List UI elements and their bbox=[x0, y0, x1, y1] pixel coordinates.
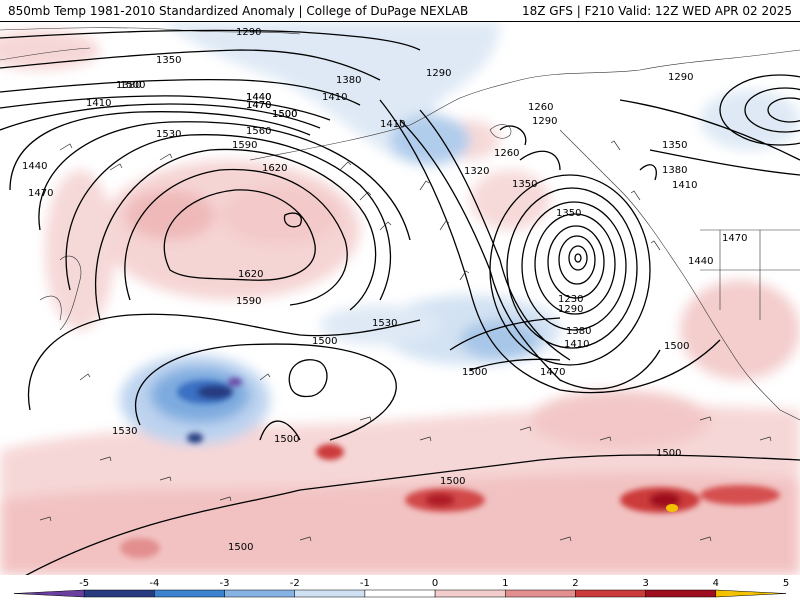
contour-label: 1440 bbox=[246, 92, 271, 103]
anomaly-shading bbox=[0, 22, 800, 575]
contour-label: 1290 bbox=[668, 72, 693, 83]
contour-label: 1350 bbox=[662, 140, 687, 151]
contour-label: 1620 bbox=[238, 269, 263, 280]
colorbar-tick-label: 4 bbox=[713, 578, 719, 589]
height-contours bbox=[0, 29, 800, 575]
contour-label: 1440 bbox=[688, 256, 713, 267]
model-run-info: 18Z GFS | F210 Valid: 12Z WED APR 02 202… bbox=[521, 4, 792, 18]
contour-label: 1290 bbox=[558, 304, 583, 315]
contour-label: 1410 bbox=[564, 339, 589, 350]
coastlines bbox=[0, 27, 800, 421]
contour-label: 1560 bbox=[246, 126, 271, 137]
contour-label: 1290 bbox=[236, 27, 261, 38]
contour-label: 1410 bbox=[380, 119, 405, 130]
wind-barbs bbox=[39, 140, 772, 542]
contour-label: 1410 bbox=[86, 98, 111, 109]
colorbar-swatch bbox=[154, 589, 225, 598]
colorbar-swatch bbox=[434, 589, 506, 598]
contour-label: 1380 bbox=[116, 80, 141, 91]
contour-label: 1500 bbox=[272, 109, 297, 120]
contour-label: 1440 bbox=[246, 92, 271, 103]
contour-label: 1590 bbox=[236, 296, 261, 307]
contour-label: 1350 bbox=[156, 55, 181, 66]
contour-label: 1380 bbox=[662, 165, 687, 176]
contour-label: 1500 bbox=[274, 434, 299, 445]
contour-label: 1530 bbox=[112, 426, 137, 437]
contour-label: 1410 bbox=[322, 92, 347, 103]
colorbar-swatch bbox=[83, 589, 155, 598]
colorbar-swatch bbox=[645, 589, 717, 598]
colorbar-swatch bbox=[224, 589, 295, 598]
contour-label: 1500 bbox=[664, 341, 689, 352]
colorbar-tick-label: -5 bbox=[79, 578, 89, 589]
contour-label: 1380 bbox=[336, 75, 361, 86]
colorbar-swatch bbox=[294, 589, 366, 598]
contour-label: 1470 bbox=[246, 100, 271, 111]
contour-label: 1500 bbox=[312, 336, 337, 347]
colorbar-swatch bbox=[575, 589, 646, 598]
header-bar: 850mb Temp 1981-2010 Standardized Anomal… bbox=[0, 0, 800, 22]
colorbar-tick-label: -3 bbox=[220, 578, 230, 589]
colorbar-swatch bbox=[715, 589, 787, 598]
colorbar-tick-label: 5 bbox=[783, 578, 789, 589]
colorbar: -5 -4 -3 -2 -1 0 1 2 3 4 5 bbox=[0, 575, 800, 600]
contour-label: 1530 bbox=[372, 318, 397, 329]
colorbar-tick-label: 2 bbox=[572, 578, 578, 589]
contour-label: 1380 bbox=[566, 326, 591, 337]
contour-label: 1350 bbox=[512, 179, 537, 190]
contour-label: 1500 bbox=[440, 476, 465, 487]
contour-label: 1260 bbox=[494, 148, 519, 159]
contour-label: 1500 bbox=[120, 80, 145, 91]
contour-label: 1620 bbox=[262, 163, 287, 174]
contour-label: 1350 bbox=[556, 208, 581, 219]
colorbar-tick-label: 0 bbox=[432, 578, 438, 589]
colorbar-swatch bbox=[364, 589, 436, 598]
contour-label: 1500 bbox=[272, 109, 297, 120]
colorbar-tick-label: 3 bbox=[642, 578, 648, 589]
contour-label: 1500 bbox=[228, 542, 253, 553]
contour-label: 1260 bbox=[528, 102, 553, 113]
contour-label: 1410 bbox=[672, 180, 697, 191]
contour-label: 1290 bbox=[532, 116, 557, 127]
contour-label: 1470 bbox=[28, 188, 53, 199]
colorbar-tick-label: 1 bbox=[502, 578, 508, 589]
map-title: 850mb Temp 1981-2010 Standardized Anomal… bbox=[8, 4, 469, 18]
contour-label: 1470 bbox=[246, 100, 271, 111]
contour-label: 1530 bbox=[156, 129, 181, 140]
colorbar-tick-label: -2 bbox=[290, 578, 300, 589]
contour-label: 1500 bbox=[462, 367, 487, 378]
contour-label: 1470 bbox=[722, 233, 747, 244]
contour-labels: 1290 1350 1380 1410 1440 1470 1500 1530 … bbox=[22, 27, 747, 553]
contour-label: 1320 bbox=[464, 166, 489, 177]
colorbar-tick-label: -1 bbox=[360, 578, 370, 589]
anomaly-map: 1290 1350 1380 1410 1440 1470 1500 1530 … bbox=[0, 22, 800, 575]
contour-label: 1440 bbox=[22, 161, 47, 172]
contour-label: 1500 bbox=[656, 448, 681, 459]
contour-label: 1230 bbox=[558, 294, 583, 305]
colorbar-swatch bbox=[505, 589, 576, 598]
contour-label: 1470 bbox=[540, 367, 565, 378]
contour-label: 1590 bbox=[232, 140, 257, 151]
colorbar-tick-label: -4 bbox=[149, 578, 159, 589]
colorbar-swatch bbox=[13, 589, 85, 598]
contour-label: 1290 bbox=[426, 68, 451, 79]
